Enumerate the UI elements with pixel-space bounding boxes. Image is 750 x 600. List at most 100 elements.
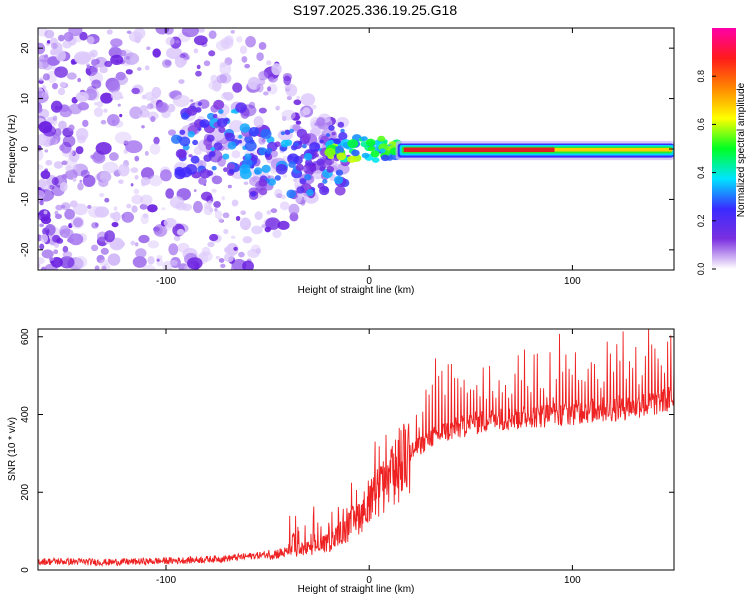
- spectral-blob: [75, 91, 89, 102]
- spectral-blob: [147, 204, 158, 213]
- spectral-blob: [224, 246, 232, 254]
- spectral-blob: [303, 162, 317, 176]
- spectral-blob: [66, 72, 77, 80]
- spectral-blob: [277, 220, 290, 231]
- spectral-blob: [44, 263, 58, 270]
- spectral-blob: [347, 139, 359, 149]
- spectral-blob: [90, 65, 99, 75]
- spectral-blob: [231, 199, 239, 207]
- spectral-blob: [38, 90, 49, 104]
- spectral-blob: [272, 229, 282, 239]
- spectral-blob: [38, 164, 44, 171]
- spectral-blob: [230, 235, 236, 240]
- spectral-blob: [62, 135, 76, 148]
- spectral-blob: [91, 79, 102, 89]
- spectral-blob: [335, 169, 344, 176]
- spectral-blob: [132, 256, 147, 268]
- spectral-blob: [79, 179, 83, 183]
- spectral-blob: [38, 189, 45, 200]
- y-tick-label: 0: [20, 567, 31, 573]
- spectral-blob: [270, 208, 278, 214]
- spectral-blob: [90, 52, 95, 57]
- spectral-blob: [91, 244, 99, 252]
- spectral-blob: [219, 62, 232, 76]
- spectral-blob: [109, 212, 116, 219]
- spectral-blob: [109, 152, 119, 161]
- spectral-blob: [142, 264, 156, 270]
- spectral-blob: [184, 56, 190, 60]
- spectral-blob: [107, 253, 121, 266]
- spectral-blob: [333, 138, 341, 145]
- spectral-blob: [258, 178, 268, 187]
- spectral-blob: [68, 124, 75, 132]
- spectral-blob: [288, 203, 300, 216]
- spectral-blob: [72, 177, 77, 182]
- spectral-blob: [77, 77, 82, 83]
- spectral-blob: [99, 192, 105, 198]
- spectral-blob: [53, 249, 59, 255]
- colorbar-label: Normalized spectral amplitude: [736, 82, 747, 217]
- spectral-blob: [38, 148, 44, 162]
- bottom-x-axis-label: Height of straight line (km): [298, 584, 415, 595]
- spectral-blob: [365, 138, 376, 147]
- spectral-blob: [38, 263, 41, 269]
- spectral-blob: [54, 66, 68, 78]
- spectral-blob: [325, 133, 331, 137]
- spectral-blob: [123, 52, 140, 65]
- spectral-blob: [59, 256, 75, 269]
- spectral-blob: [99, 171, 112, 183]
- spectral-blob: [179, 129, 186, 135]
- spectral-blob: [271, 63, 282, 76]
- spectral-blob: [197, 101, 203, 106]
- spectral-blob: [221, 196, 225, 201]
- spectral-blob: [114, 131, 132, 145]
- spectral-blob: [258, 187, 268, 196]
- spectral-blob: [248, 101, 256, 109]
- spectral-blob: [218, 108, 224, 114]
- spectral-blob: [203, 205, 213, 216]
- spectral-blob: [203, 60, 211, 67]
- spectral-blob: [168, 243, 179, 256]
- spectral-blob: [107, 80, 121, 93]
- spectral-blob: [165, 37, 175, 46]
- spectral-blob: [126, 203, 132, 209]
- spectral-blob: [334, 185, 346, 196]
- spectral-blob: [53, 161, 64, 169]
- spectral-blob: [224, 132, 231, 138]
- spectral-blob: [45, 159, 53, 166]
- spectral-blob: [104, 197, 110, 203]
- spectral-blob: [248, 126, 260, 137]
- spectral-blob: [379, 148, 386, 153]
- spectral-blob: [236, 259, 242, 264]
- spectral-blob: [208, 151, 216, 158]
- spectral-blob: [82, 174, 96, 187]
- spectral-blob: [72, 163, 89, 177]
- snr-line: [38, 329, 674, 568]
- spectral-blob: [333, 145, 345, 155]
- spectral-blob: [208, 50, 216, 57]
- spectral-blob: [360, 136, 368, 142]
- spectral-blob: [40, 266, 47, 270]
- spectral-blob: [210, 146, 216, 152]
- spectral-blob: [242, 260, 254, 270]
- spectral-blob: [223, 167, 229, 173]
- spectral-blob: [40, 233, 49, 243]
- spectral-blob: [76, 135, 87, 144]
- spectral-blob: [40, 170, 51, 180]
- spectral-blob: [287, 153, 299, 165]
- spectral-blob: [188, 154, 193, 158]
- spectral-blob: [266, 210, 272, 215]
- spectral-blob: [86, 64, 91, 69]
- spectral-blob: [279, 201, 290, 211]
- band-core-tail: [554, 147, 673, 152]
- spectral-blob: [216, 118, 228, 128]
- spectral-blob: [217, 217, 224, 222]
- spectral-blob: [59, 225, 71, 238]
- spectral-blob: [133, 28, 146, 40]
- colorbar-scale: [712, 28, 736, 269]
- spectral-blob: [107, 113, 120, 127]
- spectral-blob: [99, 66, 108, 74]
- spectral-blob: [192, 200, 203, 214]
- spectral-blob: [336, 152, 347, 161]
- spectral-blob: [333, 175, 344, 185]
